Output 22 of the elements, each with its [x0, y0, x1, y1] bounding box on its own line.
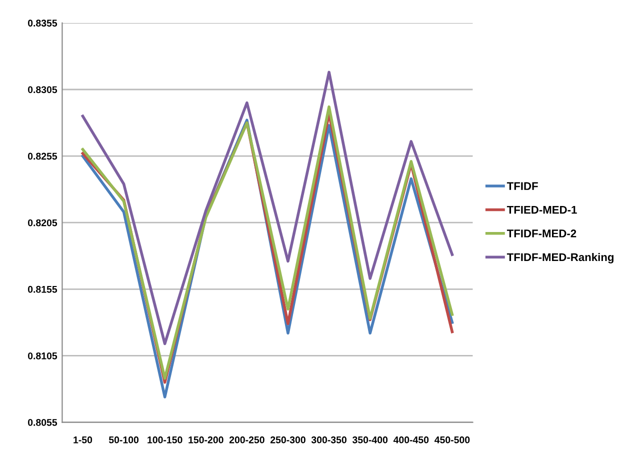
y-tick-label: 0.8055 — [28, 419, 58, 426]
y-tick-label: 0.8205 — [28, 219, 58, 226]
x-tick-label: 100-150 — [148, 436, 182, 444]
x-tick-label: 200-250 — [229, 436, 264, 444]
x-tick-label: 300-350 — [311, 436, 346, 444]
legend-label: TFIDF — [506, 182, 538, 190]
x-tick-label: 450-500 — [434, 436, 470, 444]
y-tick-label: 0.8105 — [28, 352, 58, 360]
y-tick-label: 0.8355 — [28, 20, 58, 27]
legend-label: TFIED-MED-1 — [506, 206, 577, 214]
legend-label: TFIDF-MED-2 — [506, 230, 576, 238]
y-tick-label: 0.8155 — [28, 286, 58, 293]
legend-label: TFIDF-MED-Ranking — [506, 252, 614, 264]
x-tick-label: 250-300 — [270, 436, 306, 444]
y-tick-label: 0.8305 — [28, 86, 58, 94]
x-tick-label: 400-450 — [393, 436, 429, 444]
x-tick-label: 350-400 — [352, 436, 388, 444]
line-series — [81, 70, 454, 346]
y-tick-label: 0.8255 — [28, 152, 58, 160]
x-tick-label: 150-200 — [188, 436, 224, 444]
x-tick-label: 50-100 — [108, 436, 139, 444]
x-tick-label: 1-50 — [74, 436, 92, 444]
